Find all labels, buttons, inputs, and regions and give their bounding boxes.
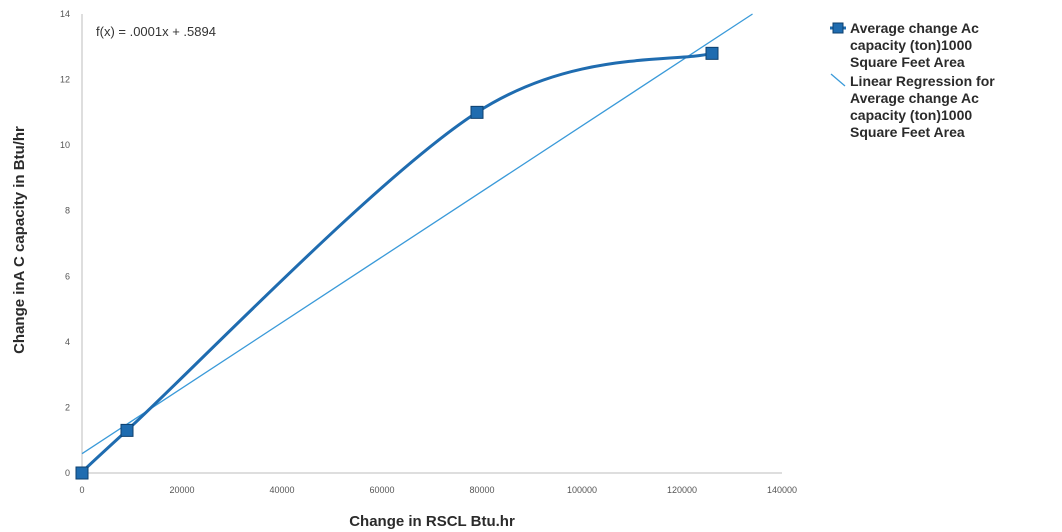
y-axis-title: Change inA C capacity in Btu/hr xyxy=(11,126,28,354)
axes xyxy=(81,14,782,474)
y-tick-label: 12 xyxy=(60,75,70,85)
x-tick-label: 60000 xyxy=(369,485,394,495)
x-tick-label: 140000 xyxy=(767,485,797,495)
legend-regression-line xyxy=(830,73,846,87)
x-tick-label: 120000 xyxy=(667,485,697,495)
x-tick-labels: 0 20000 40000 60000 80000 100000 120000 140000 xyxy=(79,485,797,495)
legend-data-marker xyxy=(832,22,844,34)
y-tick-label: 4 xyxy=(65,337,70,347)
x-axis-title: Change in RSCL Btu.hr xyxy=(349,513,515,530)
data-point-marker xyxy=(120,423,134,437)
regression-series xyxy=(81,13,753,455)
regression-equation: f(x) = .0001x + .5894 xyxy=(96,24,216,39)
y-tick-label: 6 xyxy=(65,271,70,281)
legend: Average change Ac capacity (ton)1000 Squar… xyxy=(830,20,995,140)
y-tick-label: 8 xyxy=(65,206,70,216)
y-tick-label: 14 xyxy=(60,9,70,19)
data-point-marker xyxy=(470,105,484,119)
y-tick-label: 10 xyxy=(60,140,70,150)
x-tick-label: 0 xyxy=(79,485,84,495)
data-point-marker xyxy=(75,466,89,480)
legend-item-data: Average change Ac capacity (ton)1000 Squar… xyxy=(850,20,979,70)
regression-line xyxy=(81,13,753,455)
y-tick-labels: 0 2 4 6 8 10 12 14 xyxy=(60,9,70,478)
data-series xyxy=(75,46,719,480)
x-tick-label: 40000 xyxy=(269,485,294,495)
legend-item-regression: Linear Regression for Average change Ac ca… xyxy=(850,73,995,140)
x-tick-label: 80000 xyxy=(469,485,494,495)
y-tick-label: 0 xyxy=(65,468,70,478)
y-tick-label: 2 xyxy=(65,402,70,412)
x-tick-label: 20000 xyxy=(169,485,194,495)
data-curve xyxy=(80,51,713,475)
data-point-marker xyxy=(705,46,719,60)
x-tick-label: 100000 xyxy=(567,485,597,495)
